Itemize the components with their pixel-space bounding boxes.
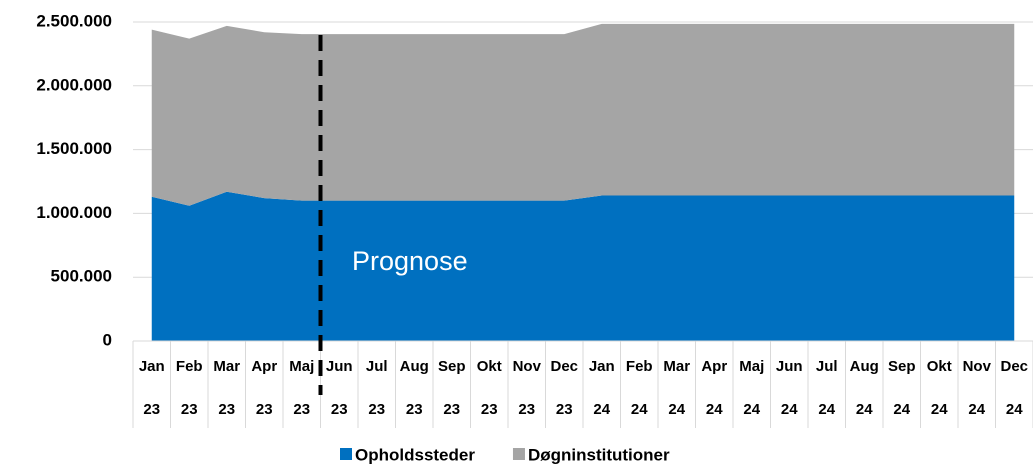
x-tick-label: Dec 23 — [550, 358, 578, 418]
x-tick-label: Jan 24 — [589, 358, 615, 418]
x-tick-label: Okt 24 — [927, 358, 952, 418]
x-tick-label: Okt 23 — [477, 358, 502, 418]
y-tick-label: 2.500.000 — [36, 11, 112, 30]
x-tick-label: Apr 24 — [701, 358, 727, 418]
x-tick-label: Feb 23 — [176, 358, 203, 418]
x-tick-label: Jan 23 — [139, 358, 165, 418]
x-tick-label: Aug 24 — [850, 358, 879, 418]
annotation: Prognose — [352, 246, 468, 276]
y-tick-label: 500.000 — [51, 267, 112, 286]
x-tick-label: Dec 24 — [1000, 358, 1028, 418]
x-tick-label: Jun 23 — [326, 358, 353, 418]
x-tick-label: Maj 24 — [739, 358, 764, 418]
x-tick-label: Jul 23 — [366, 358, 388, 418]
x-tick-label: Feb 24 — [626, 358, 653, 418]
x-tick-label: Aug 23 — [400, 358, 429, 418]
x-tick-label: Sep 23 — [438, 358, 466, 418]
x-tick-label: Mar 23 — [213, 358, 240, 418]
legend-label: Døgninstitutioner — [528, 445, 670, 464]
x-tick-label: Jul 24 — [816, 358, 838, 418]
legend-label: Opholdssteder — [355, 445, 475, 464]
y-tick-label: 1.000.000 — [36, 203, 112, 222]
x-tick-label: Sep 24 — [888, 358, 916, 418]
x-tick-label: Nov 23 — [513, 358, 542, 418]
x-tick-label: Apr 23 — [251, 358, 277, 418]
area — [151, 191, 1015, 341]
area — [151, 23, 1015, 206]
x-tick-label: Nov 24 — [963, 358, 992, 418]
y-tick-label: 1.500.000 — [36, 139, 112, 158]
x-tick-label: Maj 23 — [289, 358, 314, 418]
legend-swatch — [340, 448, 352, 460]
x-tick-label: Mar 24 — [663, 358, 690, 418]
y-tick-label: 2.000.000 — [36, 75, 112, 94]
legend-swatch — [512, 448, 525, 460]
x-tick-label: Jun 24 — [776, 358, 803, 418]
y-tick-label: 0 — [103, 330, 112, 349]
plot — [133, 21, 1033, 342]
